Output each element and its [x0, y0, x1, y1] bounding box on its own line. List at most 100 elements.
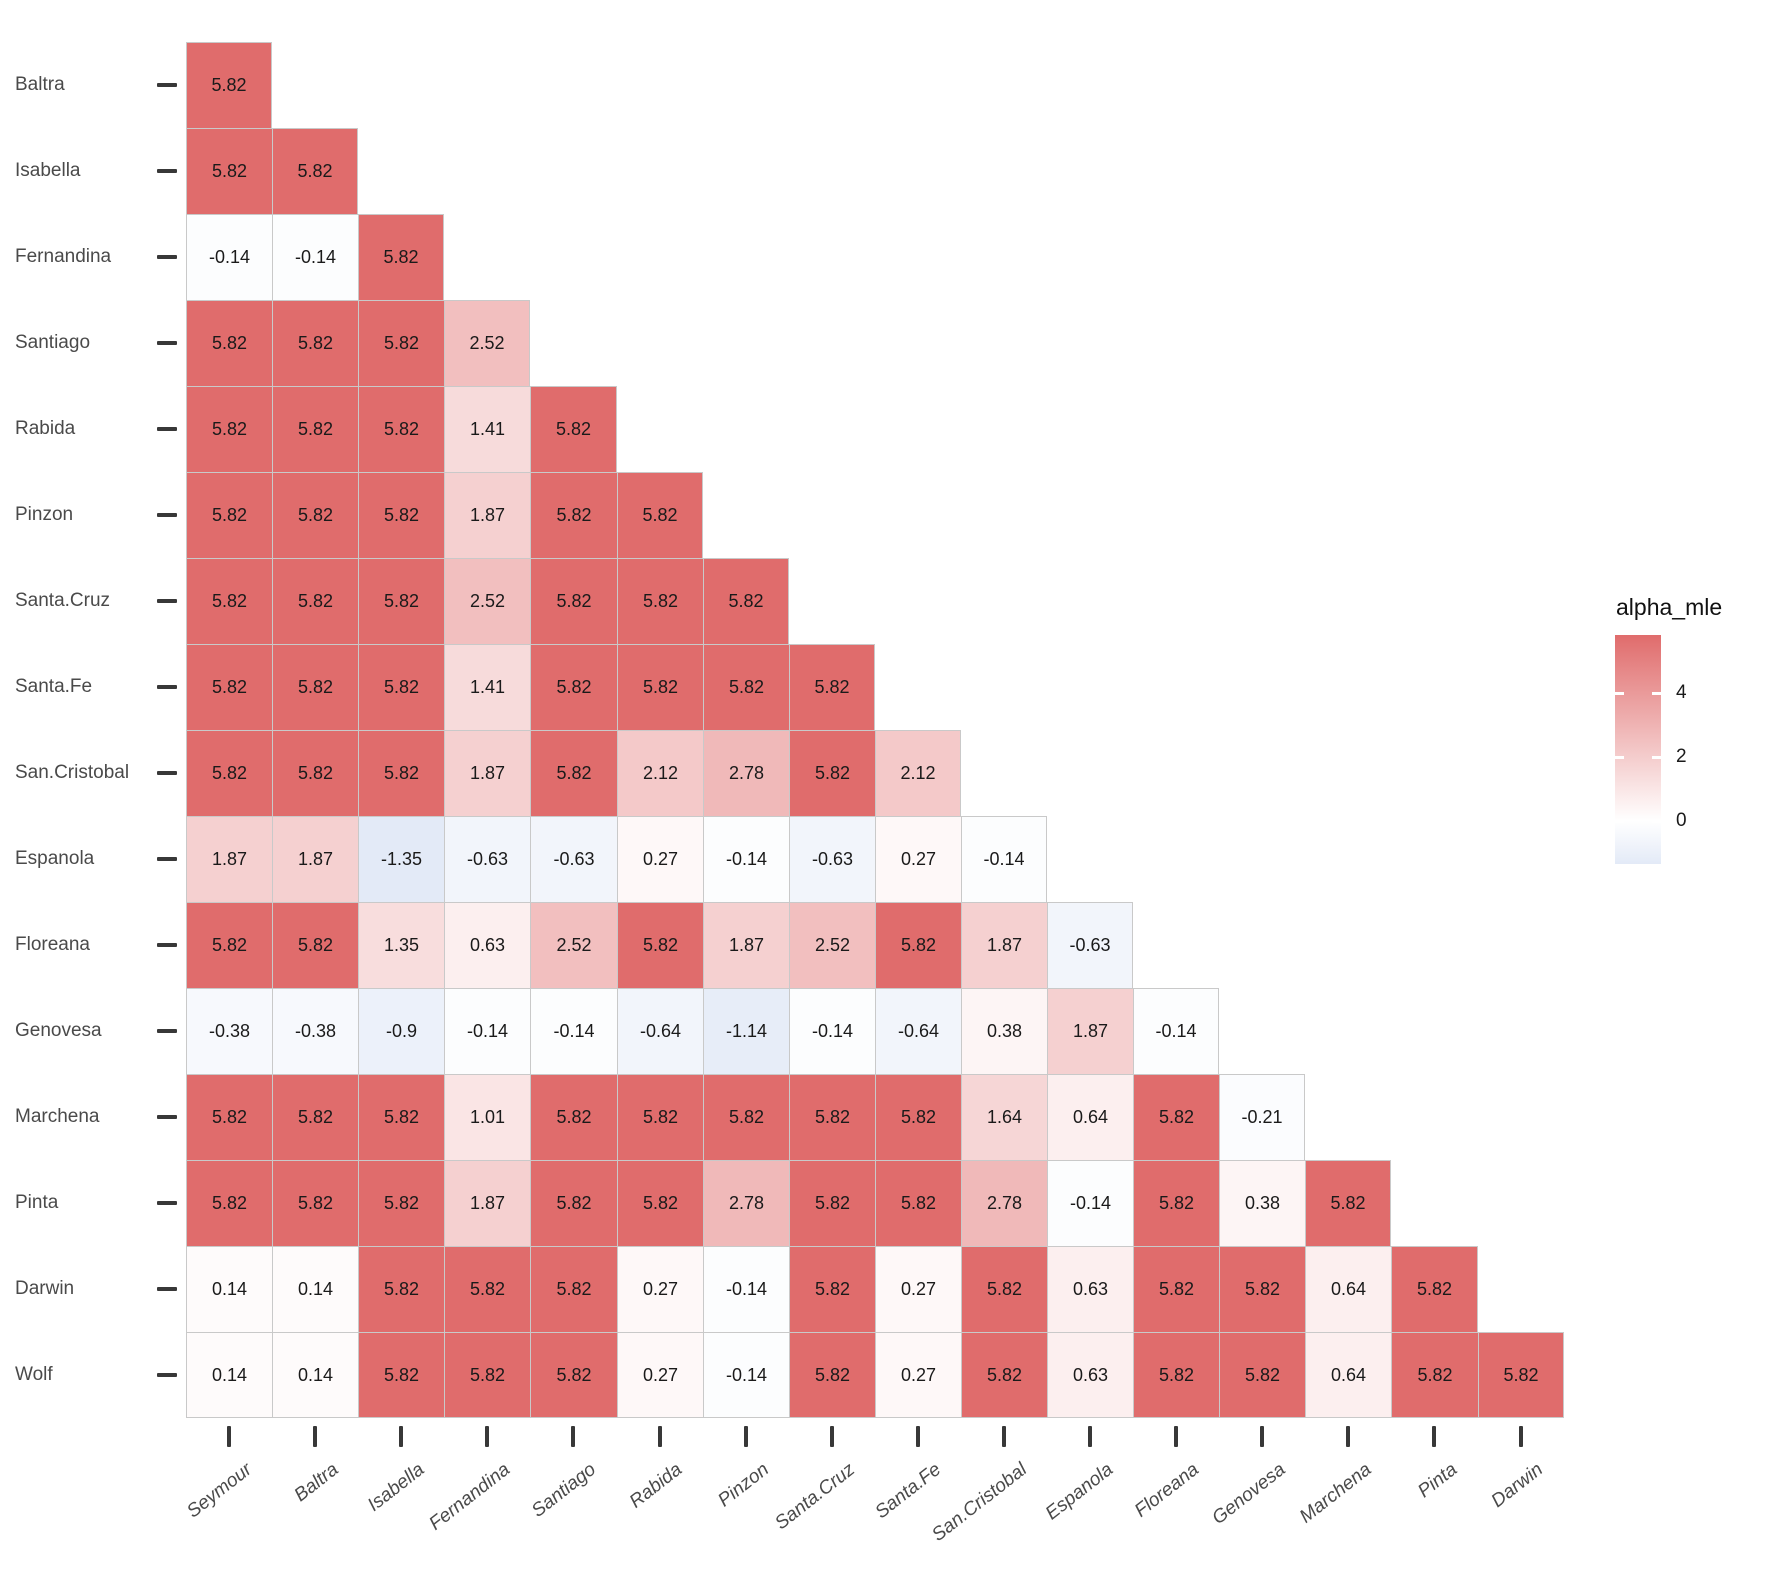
y-axis-tick [157, 599, 177, 603]
heatmap-cell: 2.52 [530, 902, 617, 988]
heatmap-cell: 5.82 [530, 1160, 617, 1246]
x-axis-tick [829, 1426, 834, 1447]
x-axis-label: Fernandina [425, 1459, 515, 1535]
heatmap-cell: 2.52 [444, 558, 530, 644]
heatmap-cell: 1.87 [444, 730, 530, 816]
heatmap-cell: 5.82 [617, 1074, 703, 1160]
heatmap-cell: 5.82 [530, 386, 617, 472]
x-axis-label: Baltra [290, 1459, 343, 1507]
heatmap-cell: -0.21 [1219, 1074, 1305, 1160]
y-axis-tick [157, 1029, 177, 1033]
heatmap-cell: 5.82 [272, 902, 358, 988]
legend-colorbar [1615, 635, 1661, 864]
heatmap-cell: 1.41 [444, 386, 530, 472]
legend-tick-label: 2 [1676, 746, 1687, 767]
heatmap-cell: -0.14 [961, 816, 1047, 902]
heatmap-cell: -0.64 [617, 988, 703, 1074]
heatmap-cell: 5.82 [272, 1160, 358, 1246]
y-axis-tick [157, 857, 177, 861]
x-axis-tick [743, 1426, 748, 1447]
heatmap-cell: 5.82 [272, 386, 358, 472]
heatmap-cell: 2.52 [444, 300, 530, 386]
y-axis-tick [157, 1115, 177, 1119]
heatmap-cell: 5.82 [186, 472, 272, 558]
heatmap-cell: 5.82 [186, 300, 272, 386]
heatmap-cell: 1.87 [186, 816, 272, 902]
heatmap-cell: 0.14 [186, 1332, 272, 1418]
y-axis-label: Isabella [15, 160, 81, 181]
heatmap-cell: 5.82 [186, 558, 272, 644]
x-axis-label: San.Cristobal [928, 1459, 1031, 1546]
heatmap-cell: 5.82 [617, 472, 703, 558]
heatmap-cell: 5.82 [272, 558, 358, 644]
y-axis-tick [157, 685, 177, 689]
x-axis-label: Marchena [1295, 1459, 1376, 1528]
heatmap-cell: 0.27 [875, 1246, 961, 1332]
heatmap-cell: -0.63 [1047, 902, 1133, 988]
heatmap-cell: 2.12 [875, 730, 961, 816]
legend-tick-mark [1652, 819, 1661, 823]
y-axis-tick [157, 943, 177, 947]
heatmap-cell: -0.38 [272, 988, 358, 1074]
x-axis-label: Pinta [1414, 1459, 1462, 1503]
x-axis-label: Floreana [1131, 1459, 1204, 1522]
y-axis-label: Pinzon [15, 504, 74, 525]
heatmap-cell: 5.82 [530, 472, 617, 558]
heatmap-cell: 0.38 [1219, 1160, 1305, 1246]
y-axis-tick [157, 427, 177, 431]
heatmap-cell: 5.82 [617, 558, 703, 644]
y-axis-label: Santiago [15, 332, 91, 353]
heatmap-cell: 0.64 [1305, 1332, 1391, 1418]
heatmap-cell: 5.82 [703, 558, 789, 644]
legend-tick-mark [1652, 692, 1661, 696]
heatmap-cell: 2.78 [703, 1160, 789, 1246]
heatmap-cell: 5.82 [1133, 1160, 1219, 1246]
legend-tick-mark [1652, 756, 1661, 759]
heatmap-cell: 2.52 [789, 902, 875, 988]
heatmap-cell: 5.82 [186, 644, 272, 730]
heatmap-cell: 5.82 [186, 128, 272, 214]
heatmap-cell: 5.82 [186, 730, 272, 816]
heatmap-cell: 5.82 [530, 730, 617, 816]
y-axis-label: Marchena [15, 1106, 100, 1127]
legend-tick-mark [1615, 819, 1624, 823]
heatmap-cell: 5.82 [789, 644, 875, 730]
heatmap-cell: 0.27 [617, 1332, 703, 1418]
heatmap-cell: 5.82 [875, 1160, 961, 1246]
heatmap-cell: 5.82 [617, 644, 703, 730]
heatmap-cell: -0.64 [875, 988, 961, 1074]
heatmap-cell: 5.82 [358, 1074, 444, 1160]
heatmap-cell: 5.82 [358, 472, 444, 558]
heatmap-cell: -0.63 [444, 816, 530, 902]
heatmap-cell: 5.82 [272, 1074, 358, 1160]
y-axis-label: Wolf [15, 1364, 53, 1385]
y-axis-tick [157, 341, 177, 345]
heatmap-cell: 5.82 [530, 644, 617, 730]
heatmap-cell: -0.14 [186, 214, 272, 300]
y-axis-label: Darwin [15, 1278, 75, 1299]
heatmap-cell: -0.14 [530, 988, 617, 1074]
heatmap-cell: 5.82 [358, 730, 444, 816]
heatmap-cell: 1.87 [1047, 988, 1133, 1074]
x-axis-label: Isabella [363, 1459, 429, 1516]
y-axis-tick [157, 1373, 177, 1377]
x-axis-tick [1518, 1426, 1523, 1447]
x-axis-tick [1088, 1426, 1093, 1447]
legend-title: alpha_mle [1616, 594, 1723, 620]
legend-tick-mark [1615, 756, 1624, 759]
heatmap-cell: 0.27 [875, 1332, 961, 1418]
heatmap-cell: 1.41 [444, 644, 530, 730]
heatmap-cell: 5.82 [358, 1160, 444, 1246]
heatmap-cell: 0.38 [961, 988, 1047, 1074]
y-axis-tick [157, 1201, 177, 1205]
heatmap-cell: -0.38 [186, 988, 272, 1074]
heatmap-cell: 1.35 [358, 902, 444, 988]
heatmap-cell: -0.14 [703, 1332, 789, 1418]
heatmap-cell: 5.82 [789, 1246, 875, 1332]
x-axis-label: Seymour [183, 1459, 256, 1523]
x-axis-tick [485, 1426, 490, 1447]
heatmap-cell: 5.82 [186, 42, 272, 128]
heatmap-cell: 0.14 [186, 1246, 272, 1332]
heatmap-cell: -0.14 [444, 988, 530, 1074]
x-axis-label: Genovesa [1207, 1459, 1290, 1529]
